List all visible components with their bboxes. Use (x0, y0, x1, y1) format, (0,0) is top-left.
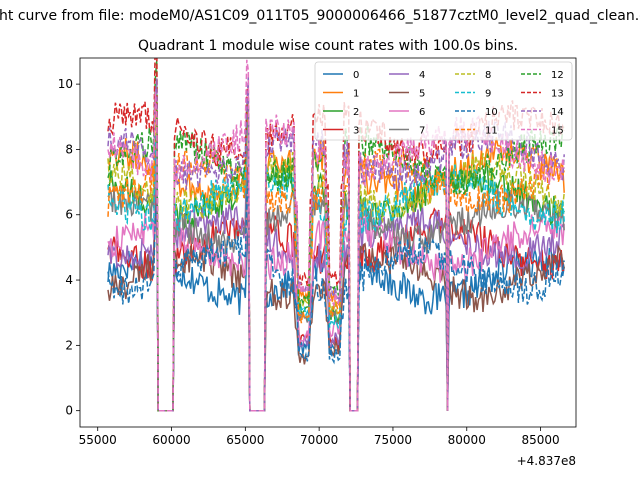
x-tick-label: 65000 (226, 433, 264, 447)
chart-title: Quadrant 1 module wise count rates with … (138, 38, 518, 54)
y-tick-label: 4 (65, 273, 73, 287)
series-line-10 (107, 179, 565, 412)
legend-label: 10 (485, 107, 498, 118)
x-tick-label: 70000 (300, 433, 338, 447)
series-line-11 (107, 95, 565, 412)
series-layer (107, 58, 565, 412)
series-line-14 (107, 77, 565, 412)
legend-label: 7 (419, 126, 425, 137)
y-tick-label: 6 (65, 208, 73, 222)
legend-label: 14 (551, 107, 564, 118)
legend-label: 6 (419, 107, 425, 118)
legend-label: 15 (551, 126, 564, 137)
series-line-8 (107, 103, 565, 412)
series-line-5 (107, 190, 565, 412)
legend-label: 0 (353, 70, 359, 81)
y-axis: 0 2 4 6 8 10 (58, 77, 80, 418)
y-tick-label: 2 (65, 338, 73, 352)
x-tick-label: 55000 (79, 433, 117, 447)
legend-label: 2 (353, 107, 359, 118)
legend-label: 1 (353, 89, 359, 100)
legend-label: 5 (419, 89, 425, 100)
x-offset-label: +4.837e8 (517, 454, 576, 468)
y-tick-label: 10 (58, 77, 73, 91)
legend-label: 9 (485, 89, 491, 100)
y-tick-label: 0 (65, 404, 73, 418)
x-tick-label: 75000 (374, 433, 412, 447)
x-tick-label: 85000 (521, 433, 559, 447)
legend-label: 8 (485, 70, 491, 81)
legend-box (314, 61, 573, 141)
x-axis: 55000 60000 65000 70000 75000 80000 85000 (79, 427, 560, 447)
legend-label: 13 (551, 89, 564, 100)
plot-frame (79, 57, 577, 428)
chart-suptitle: Light curve from file: modeM0/AS1C09_011… (0, 8, 640, 24)
legend-label: 3 (353, 126, 359, 137)
legend-label: 4 (419, 70, 425, 81)
y-tick-label: 8 (65, 142, 73, 156)
x-tick-label: 80000 (448, 433, 486, 447)
legend-label: 11 (485, 126, 498, 137)
x-tick-label: 60000 (152, 433, 190, 447)
legend-label: 12 (551, 70, 564, 81)
